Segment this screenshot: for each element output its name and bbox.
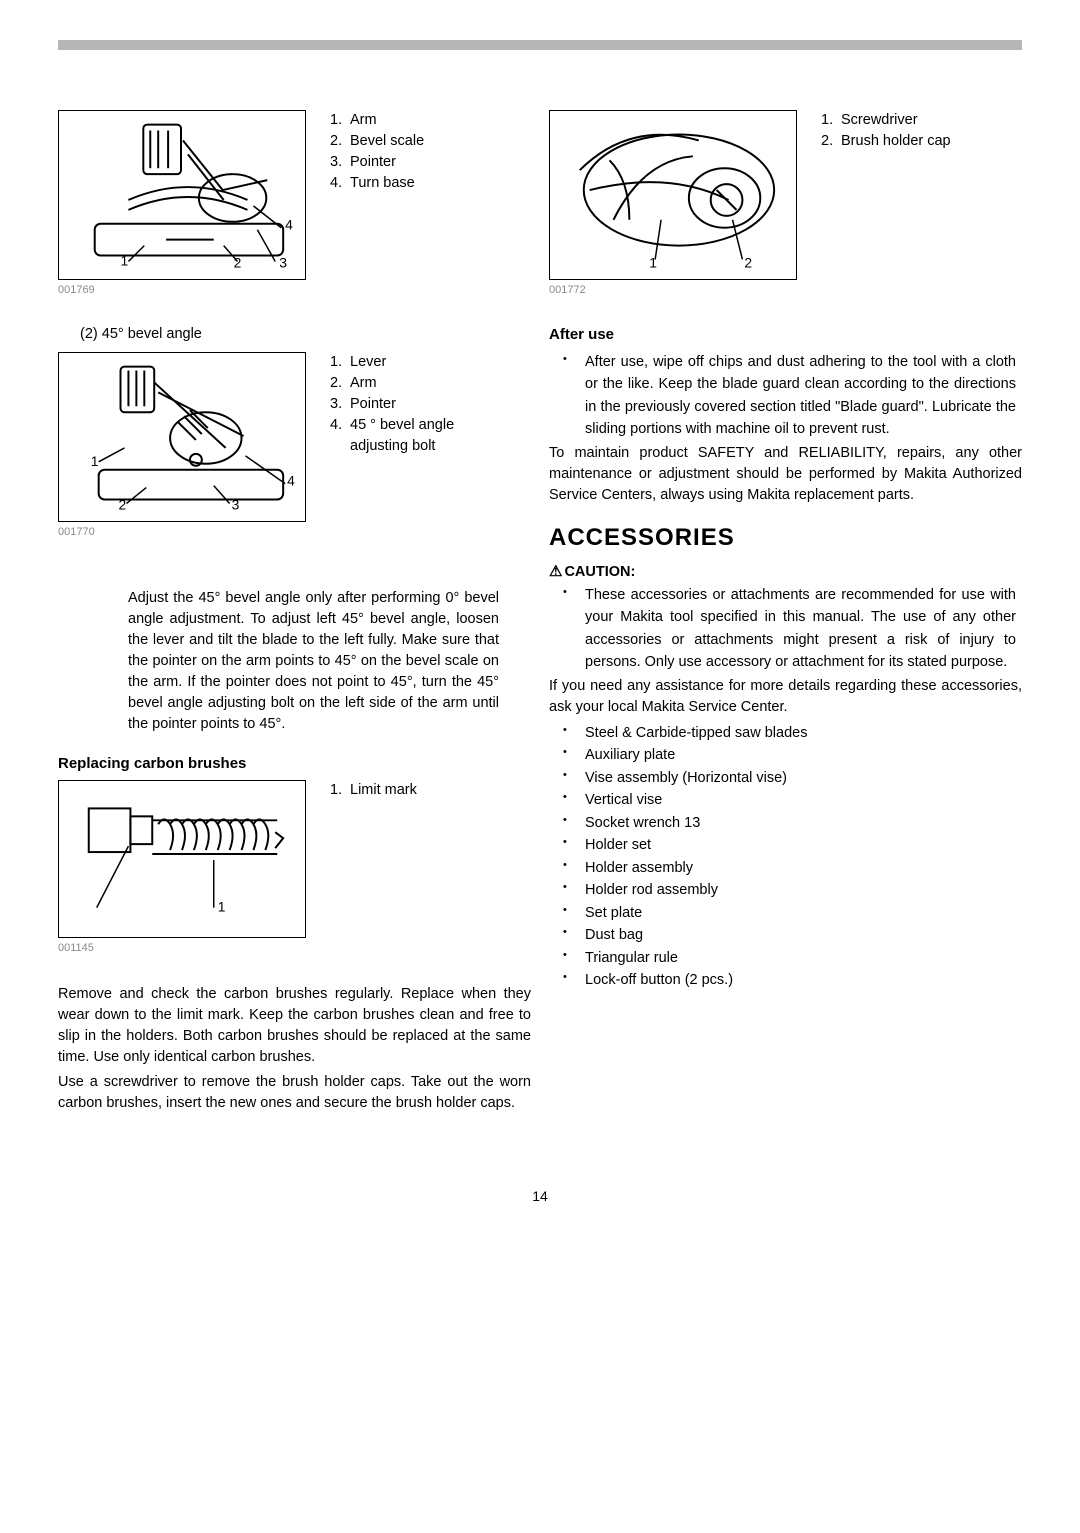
caution-label: ⚠CAUTION: [549, 562, 1022, 580]
figure-4-svg: 1 2 [550, 110, 796, 280]
accessory-item: Socket wrench 13 [571, 812, 1022, 834]
svg-text:1: 1 [218, 899, 226, 915]
accessory-item: Auxiliary plate [571, 744, 1022, 766]
svg-text:1: 1 [91, 453, 99, 469]
accessory-item: Holder assembly [571, 857, 1022, 879]
legend-text: Turn base [350, 173, 424, 194]
svg-text:3: 3 [279, 254, 287, 270]
accessory-item: Holder rod assembly [571, 879, 1022, 901]
figure-2-legend: 1.Lever 2.Arm 3.Pointer 4.45 ° bevel ang… [330, 352, 480, 457]
figure-2-svg: 1 2 3 4 [59, 352, 305, 522]
svg-text:4: 4 [285, 217, 293, 233]
legend-text: Pointer [350, 152, 424, 173]
figure-3-legend: 1.Limit mark [330, 780, 417, 801]
content-columns: 1 2 3 4 001769 1.Arm 2.Bevel scale 3.Poi… [58, 110, 1022, 1118]
accessory-item: Lock-off button (2 pcs.) [571, 969, 1022, 991]
svg-text:2: 2 [119, 496, 127, 512]
figure-2: 1 2 3 4 [58, 352, 306, 522]
legend-num: 1. [330, 780, 350, 801]
svg-text:2: 2 [234, 254, 242, 270]
accessory-item: Triangular rule [571, 947, 1022, 969]
legend-text: Lever [350, 352, 480, 373]
svg-text:2: 2 [744, 254, 752, 270]
accessory-item: Vertical vise [571, 789, 1022, 811]
caution-text-label: CAUTION: [564, 564, 635, 580]
figure-3-block: 1 001145 1.Limit mark [58, 780, 531, 976]
legend-num: 2. [821, 131, 841, 152]
legend-num: 2. [330, 373, 350, 394]
left-column: 1 2 3 4 001769 1.Arm 2.Bevel scale 3.Poi… [58, 110, 531, 1118]
figure-3-id: 001145 [58, 942, 306, 954]
maintenance-paragraph: To maintain product SAFETY and RELIABILI… [549, 443, 1022, 506]
svg-text:3: 3 [232, 496, 240, 512]
legend-num: 3. [330, 152, 350, 173]
legend-text: Brush holder cap [841, 131, 951, 152]
figure-4-block: 1 2 001772 1.Screwdriver 2.Brush holder … [549, 110, 1022, 318]
top-rule [58, 40, 1022, 50]
figure-3: 1 [58, 780, 306, 938]
figure-1: 1 2 3 4 [58, 110, 306, 280]
legend-num: 1. [330, 110, 350, 131]
figure-4-id: 001772 [549, 284, 797, 296]
legend-text: Limit mark [350, 780, 417, 801]
after-use-heading: After use [549, 326, 1022, 343]
legend-text: Arm [350, 373, 480, 394]
warning-icon: ⚠ [549, 563, 562, 580]
legend-num: 3. [330, 394, 350, 415]
adjust-paragraph: Adjust the 45° bevel angle only after pe… [128, 588, 499, 735]
svg-text:4: 4 [287, 473, 295, 489]
figure-4-legend: 1.Screwdriver 2.Brush holder cap [821, 110, 951, 152]
figure-3-svg: 1 [59, 780, 305, 938]
after-use-bullet: After use, wipe off chips and dust adher… [571, 351, 1022, 441]
after-use-list: After use, wipe off chips and dust adher… [549, 351, 1022, 441]
figure-2-id: 001770 [58, 526, 306, 538]
legend-text: Arm [350, 110, 424, 131]
legend-num: 2. [330, 131, 350, 152]
accessories-list: Steel & Carbide-tipped saw blades Auxili… [549, 722, 1022, 992]
right-column: 1 2 001772 1.Screwdriver 2.Brush holder … [549, 110, 1022, 1118]
accessory-item: Dust bag [571, 924, 1022, 946]
page-number: 14 [58, 1188, 1022, 1234]
figure-4: 1 2 [549, 110, 797, 280]
legend-text: Bevel scale [350, 131, 424, 152]
accessory-item: Set plate [571, 902, 1022, 924]
legend-num: 1. [821, 110, 841, 131]
svg-text:1: 1 [649, 254, 657, 270]
caution-bullet: These accessories or attachments are rec… [571, 584, 1022, 674]
figure-1-svg: 1 2 3 4 [59, 110, 305, 280]
step-label: (2) 45° bevel angle [80, 326, 531, 342]
svg-text:1: 1 [121, 252, 129, 268]
caution-list: These accessories or attachments are rec… [549, 584, 1022, 674]
assist-paragraph: If you need any assistance for more deta… [549, 676, 1022, 718]
figure-2-block: 1 2 3 4 001770 1.Lever 2.Arm 3.Pointer 4… [58, 352, 531, 560]
accessory-item: Vise assembly (Horizontal vise) [571, 767, 1022, 789]
legend-text: Pointer [350, 394, 480, 415]
figure-1-block: 1 2 3 4 001769 1.Arm 2.Bevel scale 3.Poi… [58, 110, 531, 318]
brushes-heading: Replacing carbon brushes [58, 755, 531, 772]
accessories-heading: ACCESSORIES [549, 524, 1022, 552]
figure-1-legend: 1.Arm 2.Bevel scale 3.Pointer 4.Turn bas… [330, 110, 424, 194]
legend-text: Screwdriver [841, 110, 951, 131]
legend-num: 4. [330, 173, 350, 194]
legend-num: 4. [330, 415, 350, 457]
brushes-p2: Use a screwdriver to remove the brush ho… [58, 1072, 531, 1114]
accessory-item: Steel & Carbide-tipped saw blades [571, 722, 1022, 744]
figure-1-id: 001769 [58, 284, 306, 296]
accessory-item: Holder set [571, 834, 1022, 856]
legend-text: 45 ° bevel angle adjusting bolt [350, 415, 480, 457]
legend-num: 1. [330, 352, 350, 373]
brushes-p1: Remove and check the carbon brushes regu… [58, 984, 531, 1068]
